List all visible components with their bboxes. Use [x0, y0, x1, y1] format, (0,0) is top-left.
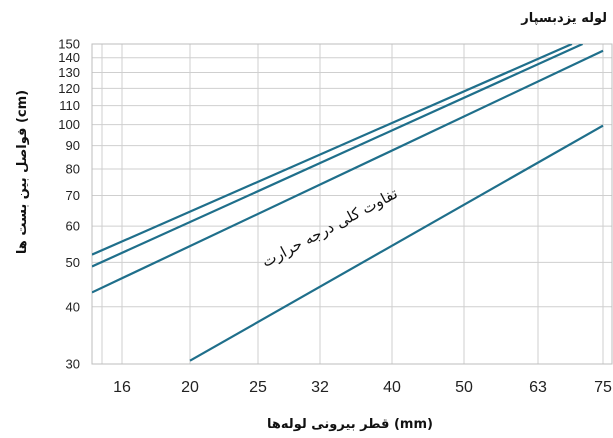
y-tick-label: 80	[66, 161, 80, 176]
y-tick-label: 120	[58, 81, 80, 96]
x-tick-label: 25	[249, 379, 267, 396]
x-axis-label: قطر بیرونی لوله‌ها (mm)	[267, 417, 433, 432]
y-tick-label: 70	[66, 188, 80, 203]
y-tick-label: 150	[58, 37, 80, 52]
series-line-2	[92, 44, 584, 268]
y-tick-label: 90	[66, 138, 80, 153]
series-line-4	[189, 124, 604, 362]
x-tick-label: 16	[113, 379, 131, 396]
y-tick-label: 40	[66, 299, 80, 314]
y-tick-label: 60	[66, 219, 80, 234]
x-tick-label: 63	[529, 379, 547, 396]
series-layer	[92, 44, 604, 362]
chart-title: لوله یزدبسپار	[520, 11, 607, 26]
x-tick-label: 40	[383, 379, 401, 396]
x-tick-label: 75	[594, 379, 612, 396]
x-axis-ticks: 16 20 25 32 40 50 63 75	[113, 379, 612, 396]
grid	[92, 43, 612, 365]
y-tick-label: 100	[58, 117, 80, 132]
y-tick-label: 30	[66, 357, 80, 372]
series-line-1	[92, 44, 573, 256]
chart-annotation: تفاوت کلی درجه حرارت	[259, 184, 401, 271]
y-tick-label: 130	[58, 65, 80, 80]
series-line-3	[92, 49, 604, 294]
y-tick-label: 140	[58, 50, 80, 65]
plot-frame	[91, 43, 613, 365]
x-tick-label: 50	[455, 379, 473, 396]
x-tick-label: 32	[311, 379, 329, 396]
y-tick-label: 50	[66, 255, 80, 270]
x-tick-label: 20	[181, 379, 199, 396]
y-axis-label: فواصل بین بست ها (cm)	[15, 90, 30, 254]
y-tick-label: 110	[59, 98, 80, 113]
